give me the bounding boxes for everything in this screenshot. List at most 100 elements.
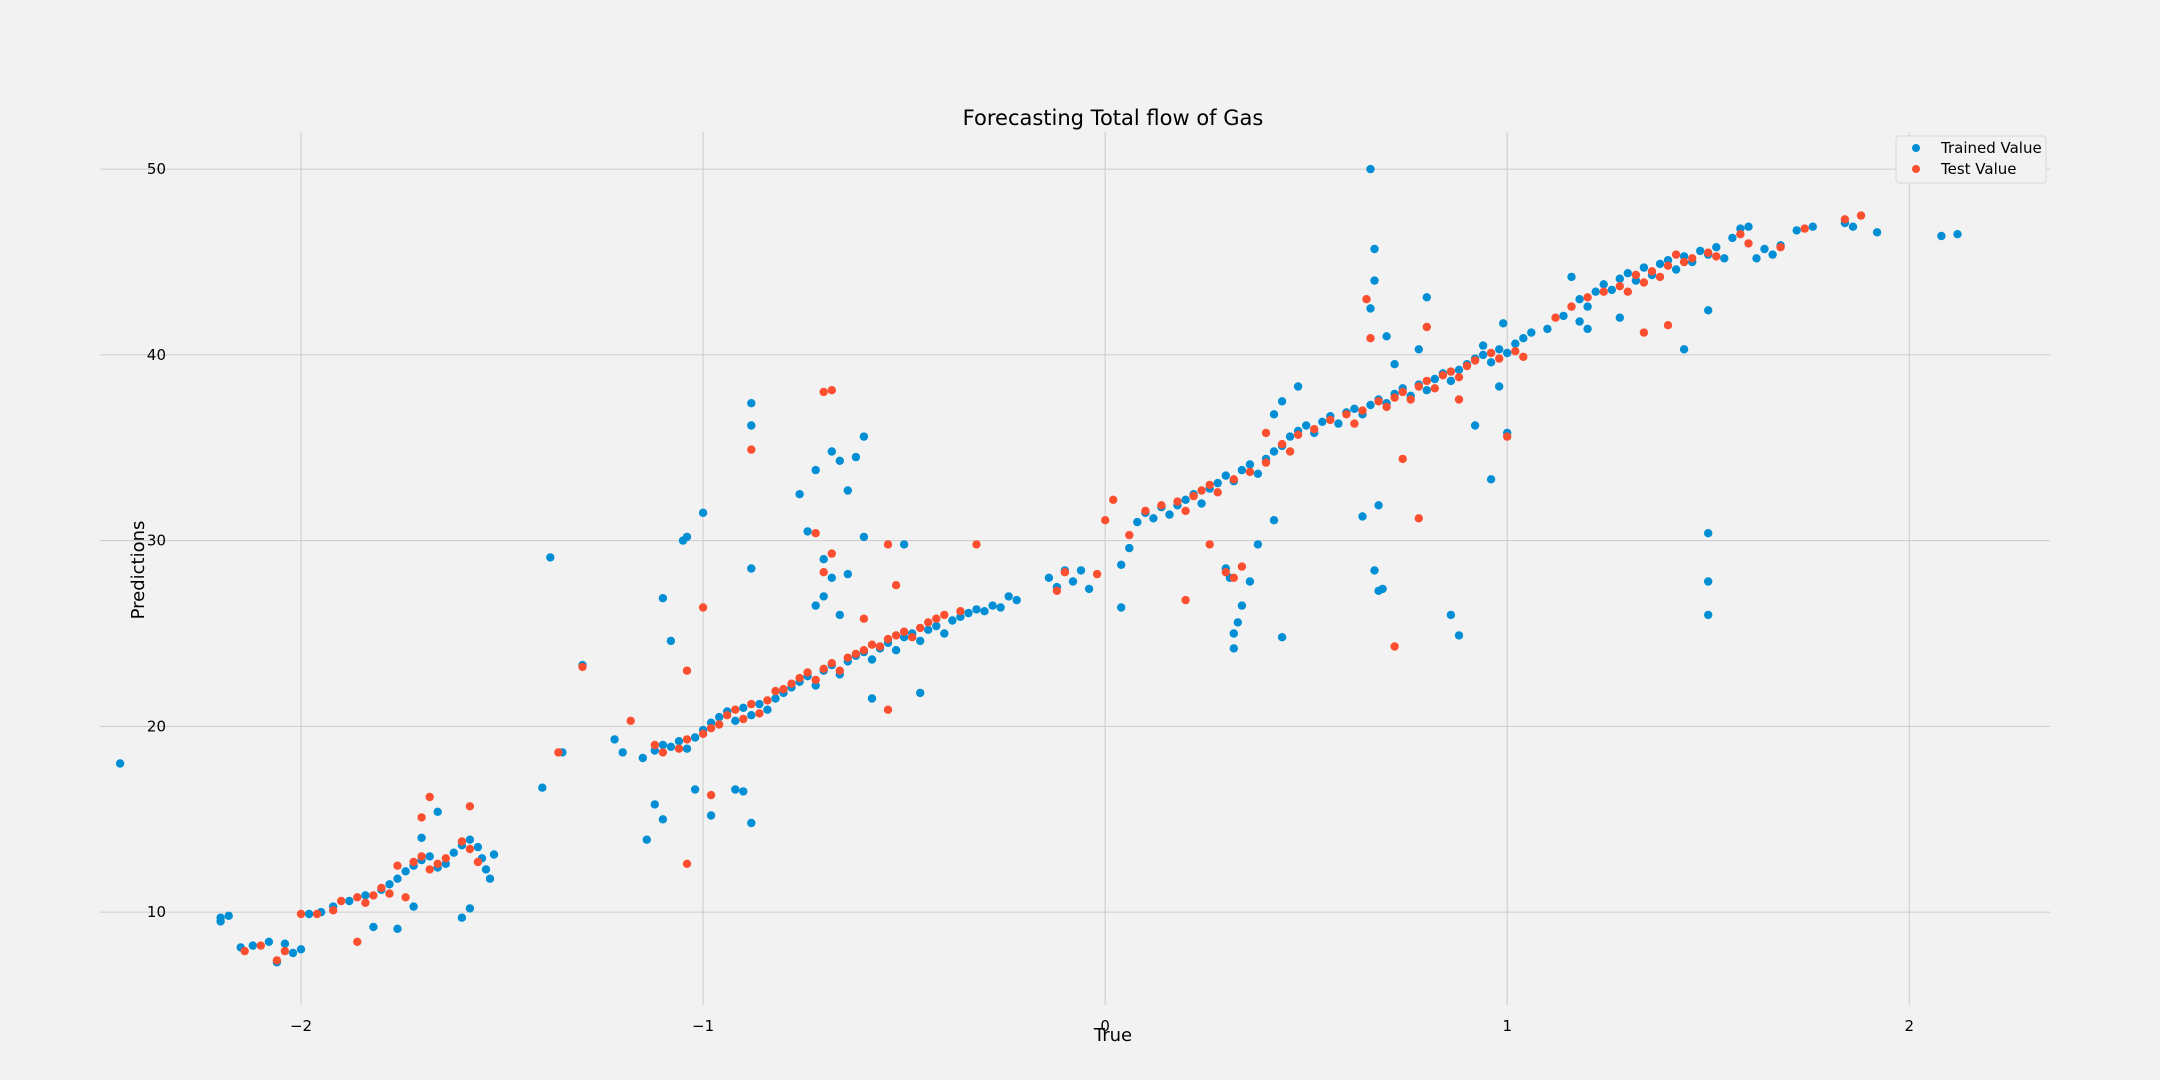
- data-point: [1679, 257, 1689, 267]
- data-point: [1374, 397, 1383, 406]
- data-point: [715, 712, 724, 722]
- data-point: [747, 711, 756, 720]
- data-point: [280, 946, 290, 956]
- data-point: [1277, 439, 1287, 449]
- data-point: [1736, 230, 1745, 239]
- data-point: [827, 447, 836, 456]
- data-point: [747, 699, 756, 709]
- legend-marker-trained: [1912, 144, 1920, 152]
- tick-labels: −2 −1 0 1 2 10 20 30 40 50: [147, 160, 1914, 1035]
- data-point: [1125, 530, 1134, 540]
- data-point: [1663, 321, 1673, 330]
- data-point: [1293, 430, 1303, 439]
- data-point: [1229, 573, 1239, 582]
- data-point: [811, 675, 820, 685]
- data-point: [988, 601, 997, 610]
- data-point: [546, 553, 555, 562]
- data-point: [433, 859, 442, 868]
- data-point: [835, 610, 844, 620]
- data-point: [1293, 382, 1303, 391]
- data-point: [843, 569, 852, 579]
- data-point: [1350, 404, 1359, 413]
- data-point: [1527, 328, 1536, 337]
- data-point: [1559, 311, 1568, 321]
- data-point: [1503, 348, 1512, 358]
- data-point: [867, 655, 877, 664]
- data-point: [1591, 287, 1600, 296]
- data-point: [996, 603, 1005, 612]
- data-point: [899, 540, 909, 549]
- data-point: [916, 688, 925, 698]
- data-point: [1478, 350, 1488, 360]
- data-point: [1326, 415, 1335, 425]
- data-point: [972, 540, 981, 549]
- data-point: [1615, 313, 1625, 322]
- data-point: [787, 679, 796, 688]
- data-point: [1269, 516, 1279, 525]
- data-point: [1454, 365, 1464, 374]
- data-point: [835, 666, 844, 675]
- data-point: [1414, 345, 1424, 354]
- data-point: [682, 532, 692, 542]
- data-point: [867, 640, 877, 649]
- y-axis-label: Predictions: [128, 521, 149, 620]
- data-point: [1125, 543, 1134, 553]
- data-point: [1269, 410, 1279, 419]
- data-point: [948, 616, 957, 625]
- data-point: [835, 456, 844, 465]
- data-point: [867, 694, 877, 703]
- data-point: [1229, 629, 1239, 638]
- data-point: [811, 465, 820, 475]
- data-point: [1378, 584, 1387, 594]
- data-point: [940, 629, 949, 638]
- data-point: [1261, 458, 1271, 467]
- data-point: [578, 662, 587, 672]
- data-point: [337, 896, 346, 906]
- data-point: [1253, 540, 1263, 549]
- data-point: [1358, 512, 1367, 521]
- data-point: [538, 783, 547, 792]
- data-point: [1639, 278, 1649, 287]
- data-point: [1004, 592, 1013, 601]
- data-point: [819, 568, 828, 577]
- data-point: [377, 883, 386, 893]
- data-point: [473, 857, 483, 867]
- data-point: [1567, 302, 1576, 311]
- data-point: [425, 865, 434, 874]
- data-point: [1495, 345, 1504, 354]
- data-point: [393, 924, 402, 933]
- data-point: [449, 848, 458, 857]
- data-point: [1229, 475, 1239, 484]
- data-point: [1937, 231, 1946, 241]
- data-point: [916, 636, 925, 646]
- data-point: [1342, 410, 1351, 419]
- data-point: [924, 618, 933, 627]
- data-point: [1133, 517, 1142, 527]
- data-point: [1149, 514, 1158, 523]
- data-point: [216, 913, 225, 922]
- data-point: [1229, 644, 1239, 653]
- data-point: [811, 601, 820, 610]
- x-tick-label: 0: [1100, 1017, 1110, 1035]
- data-point: [690, 733, 700, 742]
- data-point: [240, 946, 249, 956]
- data-point: [610, 735, 619, 744]
- data-point: [1704, 248, 1713, 257]
- data-point: [465, 904, 475, 913]
- data-point: [658, 748, 668, 757]
- data-point: [1495, 382, 1504, 391]
- x-axis-label: True: [1093, 1025, 1132, 1046]
- data-point: [650, 800, 659, 809]
- data-point: [1117, 603, 1126, 612]
- data-point: [1141, 506, 1150, 516]
- data-point: [1495, 354, 1504, 363]
- grid: [100, 132, 2050, 1005]
- data-point: [1768, 250, 1777, 259]
- data-point: [1165, 510, 1174, 519]
- data-point: [1181, 595, 1190, 605]
- data-point: [658, 594, 668, 603]
- data-point: [465, 844, 475, 854]
- data-point: [1499, 319, 1508, 328]
- data-point: [859, 532, 869, 542]
- data-point: [361, 891, 370, 900]
